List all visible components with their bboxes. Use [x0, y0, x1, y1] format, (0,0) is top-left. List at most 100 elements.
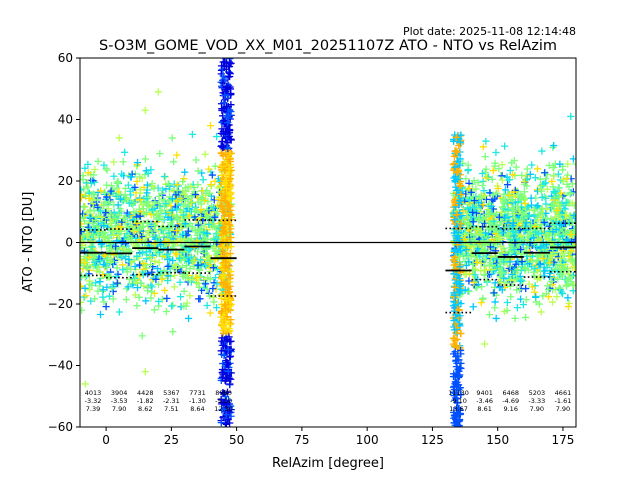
scatter-point — [567, 230, 575, 239]
scatter-point — [493, 263, 501, 271]
scatter-point — [175, 254, 183, 262]
scatter-point — [103, 166, 111, 174]
scatter-point — [217, 66, 226, 74]
scatter-point — [450, 174, 458, 182]
scatter-point — [512, 163, 520, 171]
scatter-point — [227, 337, 235, 345]
scatter-point — [451, 283, 459, 291]
scatter-point — [522, 313, 530, 322]
scatter-point — [96, 207, 105, 215]
scatter-point — [456, 282, 464, 290]
scatter-point — [86, 225, 94, 233]
scatter-point — [218, 202, 226, 211]
scatter-point — [110, 172, 118, 180]
scatter-point — [538, 193, 546, 201]
scatter-point — [530, 206, 538, 214]
scatter-point — [465, 287, 473, 296]
scatter-point — [514, 198, 522, 206]
y-tick-label: −20 — [48, 297, 73, 311]
scatter-point — [496, 284, 504, 292]
bin-stat-label: 8980 -5.10 12.30 — [214, 389, 233, 413]
scatter-point — [81, 284, 89, 292]
scatter-point — [223, 313, 231, 321]
scatter-point — [138, 249, 146, 257]
scatter-point — [224, 114, 233, 123]
scatter-point — [85, 253, 93, 261]
scatter-point — [570, 211, 576, 220]
scatter-point — [540, 272, 548, 280]
scatter-point — [172, 191, 180, 199]
scatter-point — [100, 161, 108, 169]
scatter-point — [547, 215, 555, 223]
scatter-point — [450, 247, 458, 255]
scatter-point — [224, 371, 232, 379]
scatter-point — [548, 298, 557, 306]
scatter-point — [197, 206, 205, 214]
scatter-point — [108, 239, 116, 247]
scatter-point — [182, 261, 191, 270]
scatter-point — [178, 263, 187, 271]
scatter-point — [162, 307, 171, 316]
scatter-point — [161, 286, 169, 295]
scatter-point — [463, 209, 471, 217]
scatter-point — [531, 265, 539, 273]
scatter-point — [211, 243, 219, 251]
scatter-point — [84, 208, 92, 216]
scatter-point — [218, 320, 226, 328]
scatter-point — [91, 165, 99, 174]
scatter-point — [136, 212, 144, 220]
scatter-point — [156, 150, 164, 158]
scatter-point — [456, 345, 464, 353]
scatter-point — [217, 162, 225, 171]
scatter-point — [155, 259, 163, 267]
scatter-point — [545, 161, 553, 170]
scatter-point — [223, 335, 231, 343]
scatter-point — [108, 185, 117, 194]
scatter-point — [450, 342, 458, 350]
scatter-point — [469, 218, 477, 226]
scatter-point — [204, 230, 212, 238]
scatter-point — [220, 117, 228, 125]
scatter-point — [475, 216, 483, 225]
scatter-point — [452, 301, 460, 309]
scatter-point — [195, 265, 203, 273]
scatter-point — [193, 226, 202, 234]
scatter-point — [530, 288, 539, 296]
scatter-point — [455, 252, 463, 260]
scatter-point — [170, 283, 178, 291]
scatter-point — [482, 174, 490, 182]
scatter-point — [111, 215, 119, 223]
scatter-point — [208, 171, 216, 179]
scatter-point — [224, 203, 233, 211]
scatter-point — [451, 216, 459, 224]
scatter-point — [544, 282, 552, 290]
scatter-point — [187, 182, 195, 190]
scatter-point — [102, 193, 111, 201]
scatter-point — [94, 287, 102, 295]
scatter-point — [456, 263, 464, 271]
scatter-point — [554, 184, 562, 192]
scatter-point — [533, 243, 541, 251]
scatter-point — [179, 177, 187, 186]
scatter-point — [81, 259, 89, 267]
scatter-point — [518, 171, 526, 179]
scatter-point — [558, 199, 566, 208]
scatter-point — [510, 188, 518, 196]
scatter-point — [150, 240, 159, 248]
scatter-point — [138, 332, 146, 340]
scatter-point — [135, 235, 143, 243]
scatter-point — [213, 280, 221, 288]
scatter-point — [479, 201, 487, 209]
scatter-point — [451, 396, 459, 404]
scatter-point — [550, 187, 558, 196]
scatter-point — [522, 211, 530, 219]
scatter-point — [479, 181, 487, 190]
scatter-point — [182, 184, 190, 192]
scatter-point — [571, 257, 576, 265]
scatter-point — [144, 287, 152, 295]
scatter-point — [113, 237, 121, 245]
scatter-point — [138, 174, 146, 182]
scatter-point — [224, 119, 232, 127]
scatter-point — [456, 364, 464, 372]
scatter-point — [489, 267, 497, 275]
